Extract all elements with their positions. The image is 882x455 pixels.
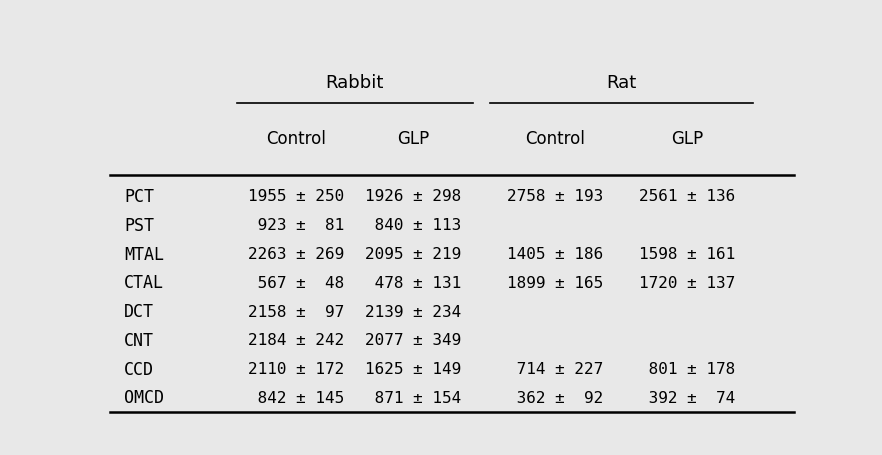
Text: 2158 ±  97: 2158 ± 97	[248, 304, 344, 319]
Text: Control: Control	[265, 130, 325, 148]
Text: CCD: CCD	[123, 360, 154, 378]
Text: MTAL: MTAL	[123, 245, 164, 263]
Text: GLP: GLP	[398, 130, 430, 148]
Text: 2758 ± 193: 2758 ± 193	[507, 189, 603, 204]
Text: 478 ± 131: 478 ± 131	[365, 275, 461, 290]
Text: DCT: DCT	[123, 303, 154, 320]
Text: 840 ± 113: 840 ± 113	[365, 218, 461, 233]
Text: 842 ± 145: 842 ± 145	[248, 390, 344, 405]
Text: 1625 ± 149: 1625 ± 149	[365, 361, 461, 376]
Text: 1899 ± 165: 1899 ± 165	[507, 275, 603, 290]
Text: PCT: PCT	[123, 187, 154, 206]
Text: OMCD: OMCD	[123, 389, 164, 407]
Text: 567 ±  48: 567 ± 48	[248, 275, 344, 290]
Text: 1955 ± 250: 1955 ± 250	[248, 189, 344, 204]
Text: CNT: CNT	[123, 331, 154, 349]
Text: 2184 ± 242: 2184 ± 242	[248, 333, 344, 348]
Text: 2263 ± 269: 2263 ± 269	[248, 247, 344, 262]
Text: 1405 ± 186: 1405 ± 186	[507, 247, 603, 262]
Text: Rabbit: Rabbit	[325, 74, 384, 91]
Text: 871 ± 154: 871 ± 154	[365, 390, 461, 405]
Text: 714 ± 227: 714 ± 227	[507, 361, 603, 376]
Text: 2561 ± 136: 2561 ± 136	[639, 189, 735, 204]
Text: GLP: GLP	[671, 130, 703, 148]
Text: Rat: Rat	[606, 74, 636, 91]
Text: 923 ±  81: 923 ± 81	[248, 218, 344, 233]
Text: Control: Control	[526, 130, 586, 148]
Text: 362 ±  92: 362 ± 92	[507, 390, 603, 405]
Text: 1720 ± 137: 1720 ± 137	[639, 275, 735, 290]
Text: CTAL: CTAL	[123, 274, 164, 292]
Text: PST: PST	[123, 216, 154, 234]
Text: 2110 ± 172: 2110 ± 172	[248, 361, 344, 376]
Text: 2095 ± 219: 2095 ± 219	[365, 247, 461, 262]
Text: 2077 ± 349: 2077 ± 349	[365, 333, 461, 348]
Text: 801 ± 178: 801 ± 178	[639, 361, 735, 376]
Text: 1598 ± 161: 1598 ± 161	[639, 247, 735, 262]
Text: 1926 ± 298: 1926 ± 298	[365, 189, 461, 204]
Text: 392 ±  74: 392 ± 74	[639, 390, 735, 405]
Text: 2139 ± 234: 2139 ± 234	[365, 304, 461, 319]
